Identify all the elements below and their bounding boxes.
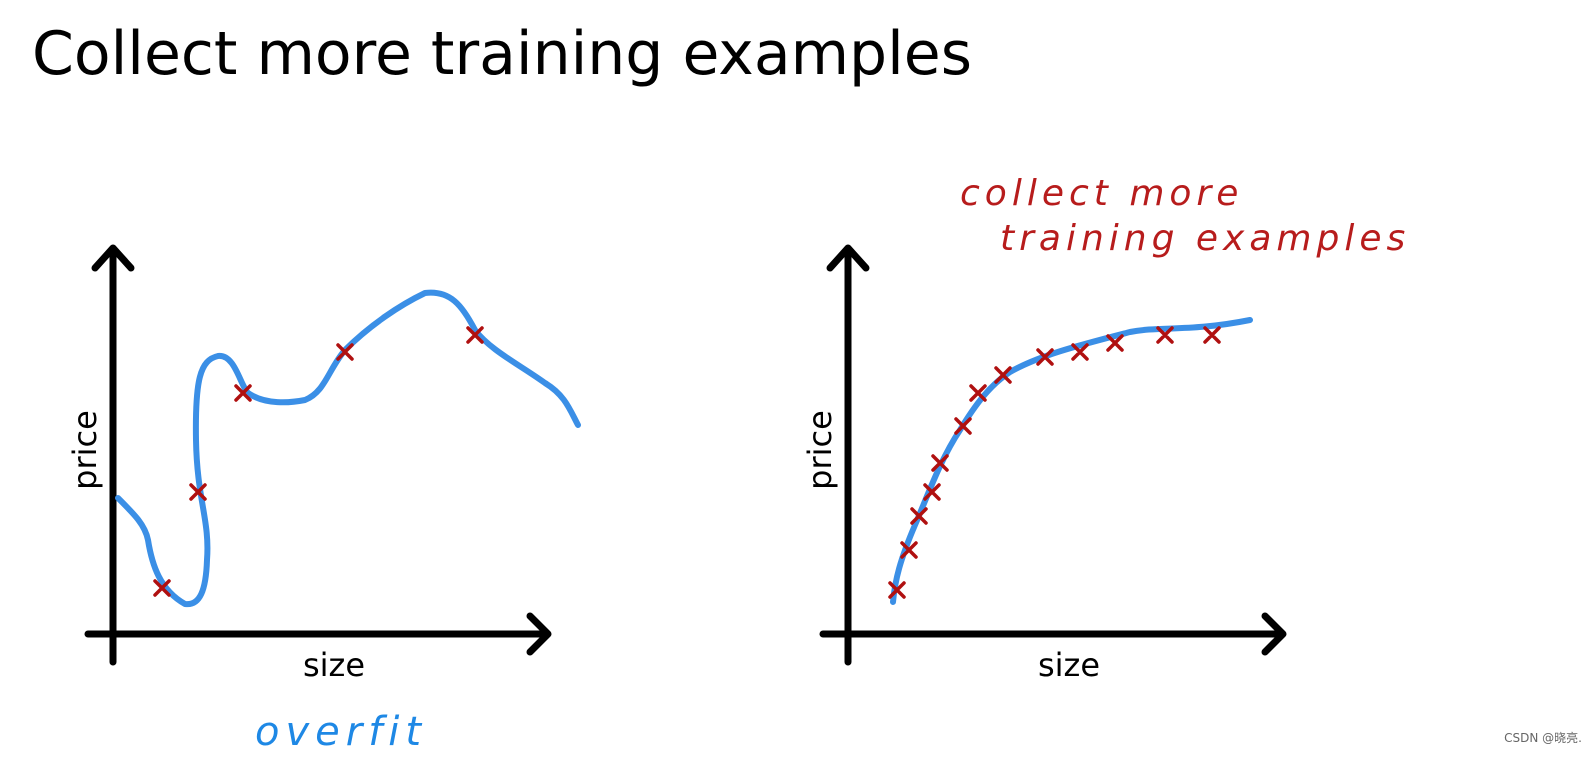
annotation-line: training examples — [1000, 218, 1410, 259]
x-axis — [819, 612, 1287, 656]
annotation-line: collect more — [960, 173, 1243, 214]
cross-marks — [153, 326, 484, 597]
x-axis — [84, 612, 552, 656]
right-panel: price size collect more training example… — [801, 173, 1410, 684]
slide-title: Collect more training examples — [32, 19, 972, 89]
data-points — [153, 326, 484, 597]
fit-curve — [890, 317, 1253, 605]
left-panel: price size overfit — [66, 244, 581, 755]
cross-marks — [888, 326, 1221, 599]
y-label: price — [66, 410, 104, 490]
y-axis — [91, 244, 135, 666]
fit-curve — [115, 289, 581, 608]
annotation: overfit — [255, 709, 427, 755]
watermark: CSDN @晓亮. — [1504, 730, 1582, 745]
x-label: size — [303, 646, 365, 684]
x-label: size — [1038, 646, 1100, 684]
y-axis — [826, 244, 870, 666]
y-label: price — [801, 410, 839, 490]
